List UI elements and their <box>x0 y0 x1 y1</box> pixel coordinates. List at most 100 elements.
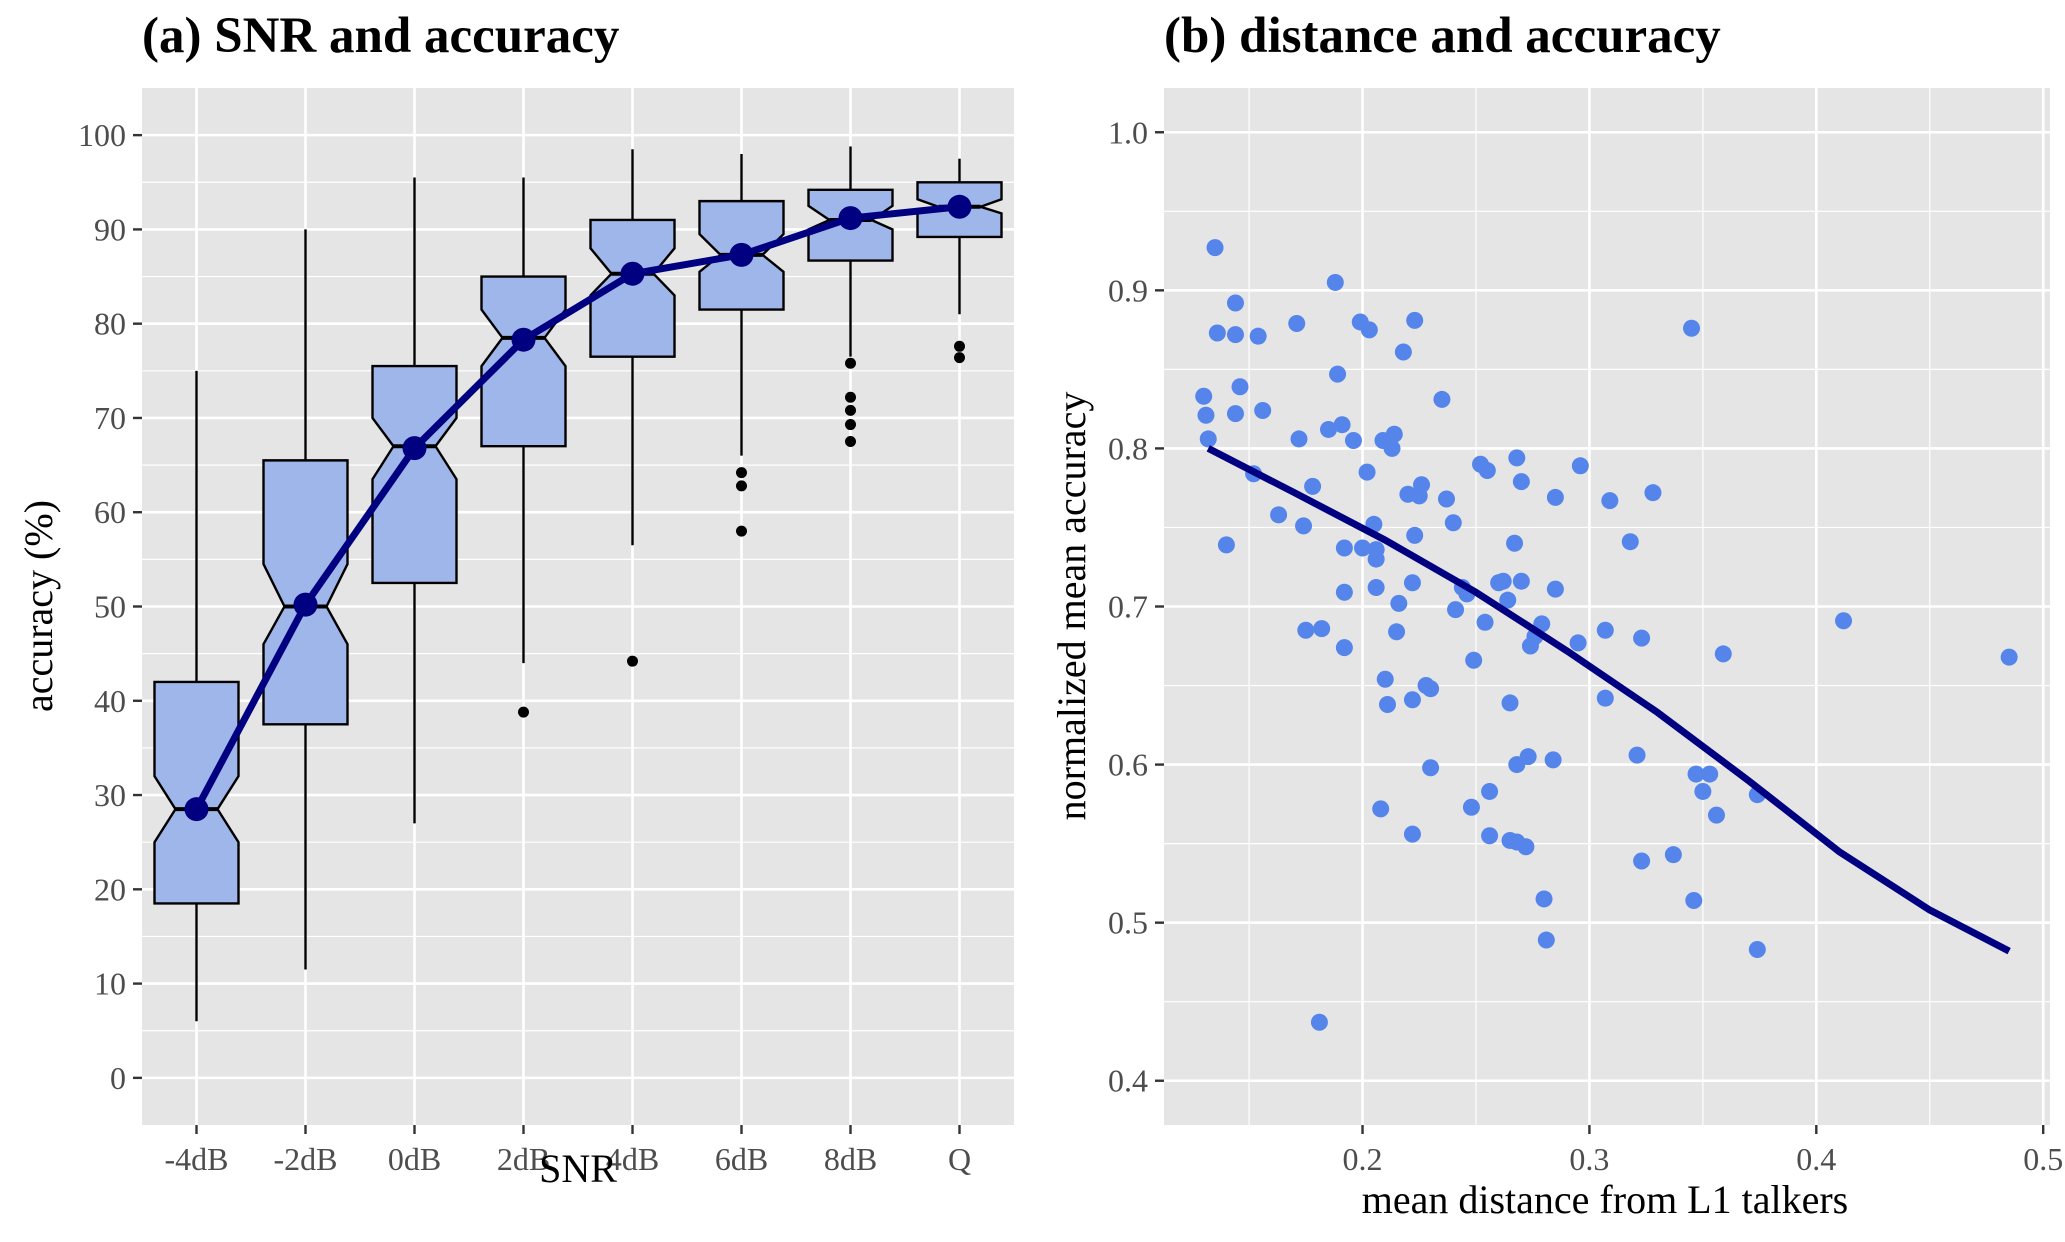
scatter-point <box>1406 311 1424 329</box>
scatter-point <box>1462 798 1480 816</box>
outlier-point <box>736 467 747 479</box>
outlier-point <box>845 357 856 369</box>
panel-a-y-axis: 0 10 20 30 40 50 60 70 80 90 100 <box>78 117 142 1096</box>
scatter-point <box>1406 526 1424 544</box>
scatter-point <box>1517 838 1535 856</box>
scatter-point <box>1701 765 1719 783</box>
y-tick-label: 60 <box>94 494 126 530</box>
outlier-point <box>954 352 965 364</box>
y-tick-label: 10 <box>94 966 126 1002</box>
scatter-point <box>1329 365 1347 383</box>
scatter-point <box>1390 594 1408 612</box>
scatter-point <box>1571 457 1589 475</box>
scatter-point <box>1465 651 1483 669</box>
scatter-point <box>1249 327 1267 345</box>
scatter-point <box>1544 751 1562 769</box>
scatter-point <box>1512 572 1530 590</box>
mean-point <box>838 206 863 231</box>
scatter-point <box>1687 765 1705 783</box>
x-tick-label: 0.2 <box>1343 1141 1383 1177</box>
scatter-point <box>1519 748 1537 766</box>
box-2dB <box>480 177 567 718</box>
scatter-point <box>1596 621 1614 639</box>
scatter-point <box>1694 782 1712 800</box>
panel-a-x-label: SNR <box>539 1146 617 1191</box>
box-body <box>371 364 458 585</box>
y-tick-label: 0.6 <box>1108 747 1148 783</box>
scatter-point <box>1295 517 1313 535</box>
scatter-point <box>1344 432 1362 450</box>
scatter-point <box>1372 800 1390 818</box>
scatter-point <box>1535 890 1553 908</box>
panel-b-title: (b) distance and accuracy <box>1164 8 1721 64</box>
scatter-point <box>1633 852 1651 870</box>
mean-point <box>729 242 754 267</box>
scatter-point <box>1437 490 1455 508</box>
panel-a-y-label: accuracy (%) <box>16 500 61 712</box>
x-tick-label: 4dB <box>606 1141 659 1177</box>
panel-a-boxes <box>153 146 1003 1022</box>
scatter-point <box>1707 806 1725 824</box>
scatter-point <box>1403 825 1421 843</box>
panel-b-y-axis: 0.4 0.5 0.6 0.7 0.8 0.9 1.0 <box>1108 114 1164 1099</box>
scatter-point <box>1231 378 1249 396</box>
outlier-point <box>845 419 856 431</box>
y-tick-label: 40 <box>94 683 126 719</box>
scatter-point <box>1333 416 1351 434</box>
scatter-point <box>1394 343 1412 361</box>
panel-b-y-label: normalized mean accuracy <box>1049 392 1094 821</box>
scatter-point <box>1422 680 1440 698</box>
scatter-point <box>1478 462 1496 480</box>
scatter-point <box>1403 691 1421 709</box>
y-tick-label: 0 <box>110 1060 126 1096</box>
x-tick-label: -2dB <box>274 1141 338 1177</box>
x-tick-label: 0.4 <box>1796 1141 1836 1177</box>
x-tick-label: Q <box>948 1141 971 1177</box>
panel-b-fit-line <box>1206 445 2011 955</box>
scatter-point <box>1270 506 1288 524</box>
scatter-point <box>1403 574 1421 592</box>
scatter-point <box>1367 550 1385 568</box>
scatter-point <box>1835 612 1853 630</box>
scatter-point <box>1508 449 1526 467</box>
box-0dB <box>371 177 458 824</box>
x-tick-label: 8dB <box>824 1141 877 1177</box>
scatter-point <box>1385 425 1403 443</box>
scatter-point <box>1413 476 1431 494</box>
panel-a-mean-line <box>184 194 972 822</box>
y-tick-label: 50 <box>94 589 126 625</box>
scatter-point <box>1199 430 1217 448</box>
scatter-point <box>1476 613 1494 631</box>
scatter-point <box>1601 492 1619 510</box>
scatter-point <box>1335 539 1353 557</box>
scatter-point <box>1310 1013 1328 1031</box>
box--2dB <box>262 229 349 970</box>
scatter-point <box>1388 623 1406 641</box>
scatter-point <box>1335 639 1353 657</box>
x-tick-label: 6dB <box>715 1141 768 1177</box>
outlier-point <box>518 706 529 718</box>
scatter-point <box>1644 484 1662 502</box>
scatter-point <box>1206 239 1224 257</box>
outlier-point <box>954 340 965 352</box>
x-tick-label: 0dB <box>388 1141 441 1177</box>
scatter-point <box>1546 488 1564 506</box>
scatter-point <box>1494 572 1512 590</box>
panel-b-x-label: mean distance from L1 talkers <box>1362 1177 1848 1222</box>
y-tick-label: 30 <box>94 777 126 813</box>
panel-b-grid <box>1164 88 2050 1125</box>
scatter-point <box>1226 294 1244 312</box>
mean-point <box>402 436 427 461</box>
scatter-point <box>1290 430 1308 448</box>
scatter-point <box>1444 514 1462 532</box>
scatter-point <box>1319 420 1337 438</box>
scatter-point <box>1596 689 1614 707</box>
outlier-point <box>845 404 856 416</box>
scatter-point <box>1367 579 1385 597</box>
scatter-point <box>1569 634 1587 652</box>
y-tick-label: 1.0 <box>1108 114 1148 150</box>
outlier-point <box>627 655 638 667</box>
mean-point <box>620 261 645 286</box>
scatter-point <box>1195 387 1213 405</box>
scatter-point <box>1621 533 1639 551</box>
